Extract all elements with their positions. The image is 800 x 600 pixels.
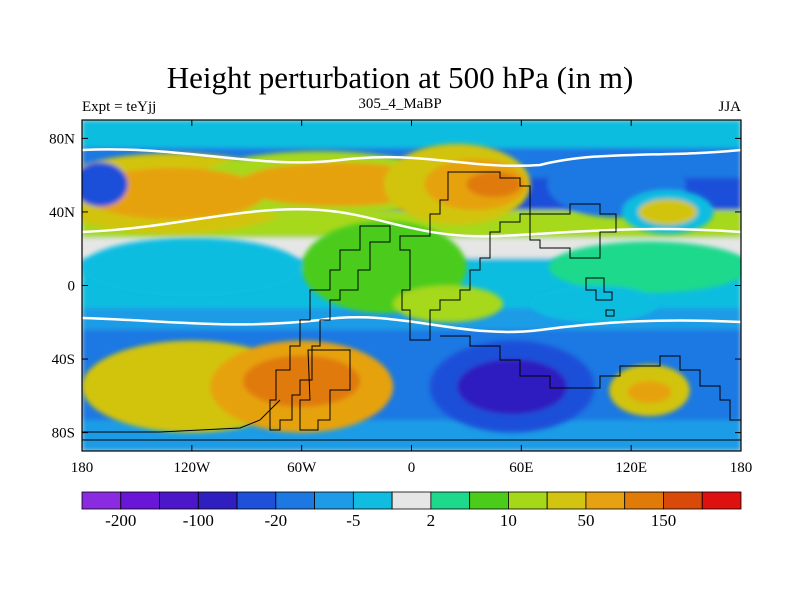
colorbar-boxes [81, 491, 742, 510]
colorbar-box [159, 491, 199, 510]
colorbar-box [469, 491, 509, 510]
continent-outline-island [585, 277, 613, 301]
colorbar-box [430, 491, 471, 510]
colorbar-box [352, 491, 393, 510]
colorbar-label: 150 [651, 511, 677, 530]
x-tick-label: 60W [287, 460, 317, 476]
colorbar-box [663, 491, 703, 510]
field-anomaly-13 [530, 285, 659, 323]
colorbar-label: -200 [105, 511, 136, 530]
colorbar-box [508, 491, 548, 510]
colorbar-label: -5 [346, 511, 360, 530]
x-tick-label: 120W [173, 460, 211, 476]
colorbar-box [314, 491, 354, 510]
colorbar-box [546, 491, 587, 510]
contour-streaks [82, 148, 741, 334]
y-tick-label: 80N [49, 131, 75, 147]
field-anomaly-11 [82, 237, 302, 297]
field-anomaly-8 [82, 162, 128, 207]
x-tick-label: 60E [509, 460, 533, 476]
contour-streak [82, 316, 741, 334]
field-anomaly-18 [243, 355, 361, 407]
continent-outline-asia [529, 203, 617, 259]
contour-streak [82, 208, 741, 238]
colorbar-label: -20 [264, 511, 287, 530]
case-label: 305_4_MaBP [358, 96, 442, 112]
field-anomaly-12 [548, 241, 741, 293]
colorbar-box [197, 491, 238, 510]
colorbar-box [236, 491, 277, 510]
continent-outline-islet [605, 309, 615, 317]
y-tick-label: 40N [49, 205, 75, 221]
colorbar-labels: -200 -100 -20 -5 2 10 50 150 [105, 511, 676, 530]
coastline-antarctica-west [82, 399, 281, 433]
colorbar-label: 2 [427, 511, 436, 530]
continent-outline-south-america [299, 349, 351, 431]
field-anomaly-15 [393, 285, 504, 323]
x-tick-label: 180 [730, 460, 753, 476]
field-anomaly-10 [638, 199, 698, 225]
colorbar-box [81, 491, 122, 510]
colorbar-box [624, 491, 664, 510]
x-tick-label: 120E [615, 460, 647, 476]
x-tick-label: 0 [408, 460, 416, 476]
chart-title: Height perturbation at 500 hPa (in m) [166, 60, 634, 95]
field-anomaly-2 [82, 167, 266, 220]
x-tick-label: 180 [71, 460, 94, 476]
field-anomaly-20 [457, 359, 568, 415]
continent-outline-americas [269, 225, 391, 431]
colorbar-box [275, 491, 315, 510]
experiment-label: Expt = teYjj [82, 99, 157, 115]
coastline-antarctic-shelf [440, 335, 741, 421]
colorbar-label: 50 [577, 511, 594, 530]
season-label: JJA [718, 99, 741, 115]
colorbar-box [120, 491, 160, 510]
y-tick-label: 0 [68, 279, 76, 295]
field-anomaly-22 [627, 381, 672, 404]
colorbar-label: -100 [183, 511, 214, 530]
y-tick-label: 40S [52, 352, 75, 368]
axis-ticks: 180 120W 60W 0 60E 120E 180 80N 40N 0 40S 80S [49, 120, 752, 476]
field-anomalies [82, 143, 741, 433]
y-tick-label: 80S [52, 426, 75, 442]
colorbar-box [585, 491, 626, 510]
colorbar-box [701, 491, 742, 510]
colorbar-box [391, 491, 432, 510]
coastlines [82, 171, 741, 441]
colorbar-label: 10 [500, 511, 517, 530]
contour-streak [82, 148, 741, 168]
